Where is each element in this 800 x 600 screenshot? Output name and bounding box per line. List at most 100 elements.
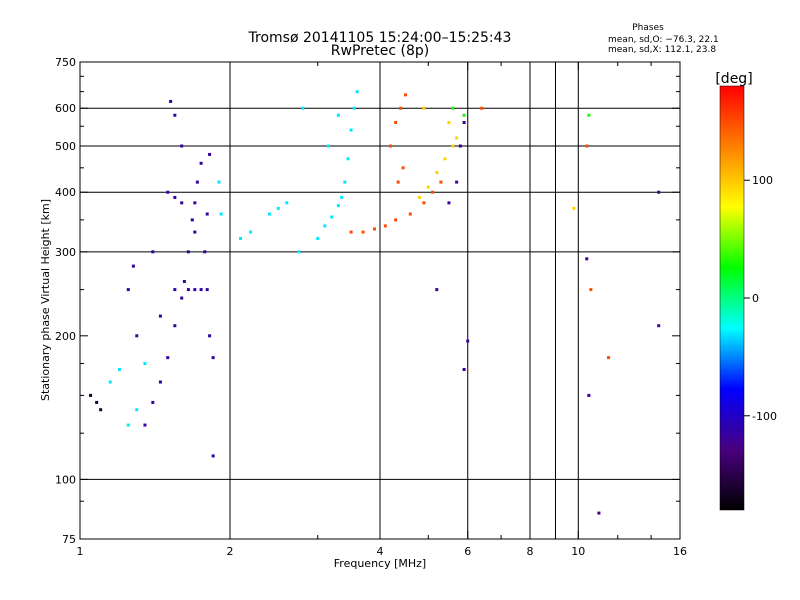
data-point [205,212,209,216]
data-point [451,106,455,110]
data-point [326,144,330,148]
data-point [108,380,112,384]
data-point [589,288,593,292]
data-point [455,180,459,184]
data-point [126,288,130,292]
data-point [143,423,147,427]
data-point [657,324,661,328]
data-point [349,230,353,234]
data-point [249,230,253,234]
data-point [383,224,387,228]
data-point [166,356,170,360]
data-point [186,288,190,292]
data-point [95,400,99,404]
data-point [158,314,162,318]
data-point [422,106,426,110]
y-tick-label: 200 [55,330,76,343]
data-point [186,250,190,254]
data-point [180,144,184,148]
x-tick-label: 10 [571,545,585,558]
data-point [336,204,340,208]
data-point [394,218,398,222]
data-point [199,161,203,165]
data-point [217,180,221,184]
data-point [435,288,439,292]
data-point [219,212,223,216]
data-point [193,230,197,234]
data-point [151,250,155,254]
x-tick-labels: 1 2 4 6 8 10 16 [77,545,688,558]
data-point [426,185,430,189]
y-tick-labels: 75 100 200 300 400 500 600 750 [55,56,76,546]
data-point [480,106,484,110]
data-point [466,339,470,343]
data-point [657,190,661,194]
data-point [193,288,197,292]
data-point [340,195,344,199]
data-point [158,380,162,384]
data-point [462,121,466,125]
data-point [399,106,403,110]
data-point [199,288,203,292]
data-point [447,201,451,205]
data-point [373,227,377,231]
x-axis-label: Frequency [MHz] [334,557,426,570]
data-point [336,113,340,117]
data-point [316,236,320,240]
data-point [205,288,209,292]
chart-title: Tromsø 20141105 15:24:00–15:25:43 [248,30,512,46]
colorbar [719,85,745,511]
data-point [394,121,398,125]
data-point [431,190,435,194]
y-tick-label: 75 [62,533,76,546]
data-point [352,106,356,110]
data-points [89,90,661,515]
x-tick-label: 6 [464,545,471,558]
y-tick-label: 500 [55,140,76,153]
data-point [389,144,393,148]
data-point [417,195,421,199]
y-tick-label: 400 [55,186,76,199]
colorbar-ticks: -100 0 100 [744,174,777,423]
chart-subtitle: RwPretec (8p) [331,43,429,59]
grid-layer [80,62,680,539]
data-point [408,212,412,216]
data-point [435,170,439,174]
data-point [422,201,426,205]
data-point [462,113,466,117]
data-point [346,157,350,161]
data-point [323,224,327,228]
colorbar-tick-label: 0 [752,292,759,305]
data-point [203,250,207,254]
data-point [151,400,155,404]
x-tick-label: 2 [227,545,234,558]
data-point [585,144,589,148]
data-point [99,408,103,412]
phases-legend-line-x: mean, sd,X: 112.1, 23.8 [608,45,716,55]
data-point [190,218,194,222]
data-point [330,215,334,219]
data-point [208,152,212,156]
data-point [208,334,212,338]
data-point [166,190,170,194]
data-point [396,180,400,184]
data-point [173,288,177,292]
data-point [193,201,197,205]
data-point [182,279,186,283]
data-point [361,230,365,234]
data-point [447,121,451,125]
data-point [89,393,93,397]
data-point [195,180,199,184]
data-point [143,361,147,365]
data-point [349,128,353,132]
data-point [180,201,184,205]
data-point [462,367,466,371]
data-point [135,334,139,338]
y-axis-label: Stationary phase Virtual Height [km] [39,199,52,401]
x-tick-label: 16 [673,545,687,558]
x-tick-label: 4 [377,545,384,558]
data-point [173,324,177,328]
data-point [126,423,130,427]
y-tick-label: 600 [55,102,76,115]
